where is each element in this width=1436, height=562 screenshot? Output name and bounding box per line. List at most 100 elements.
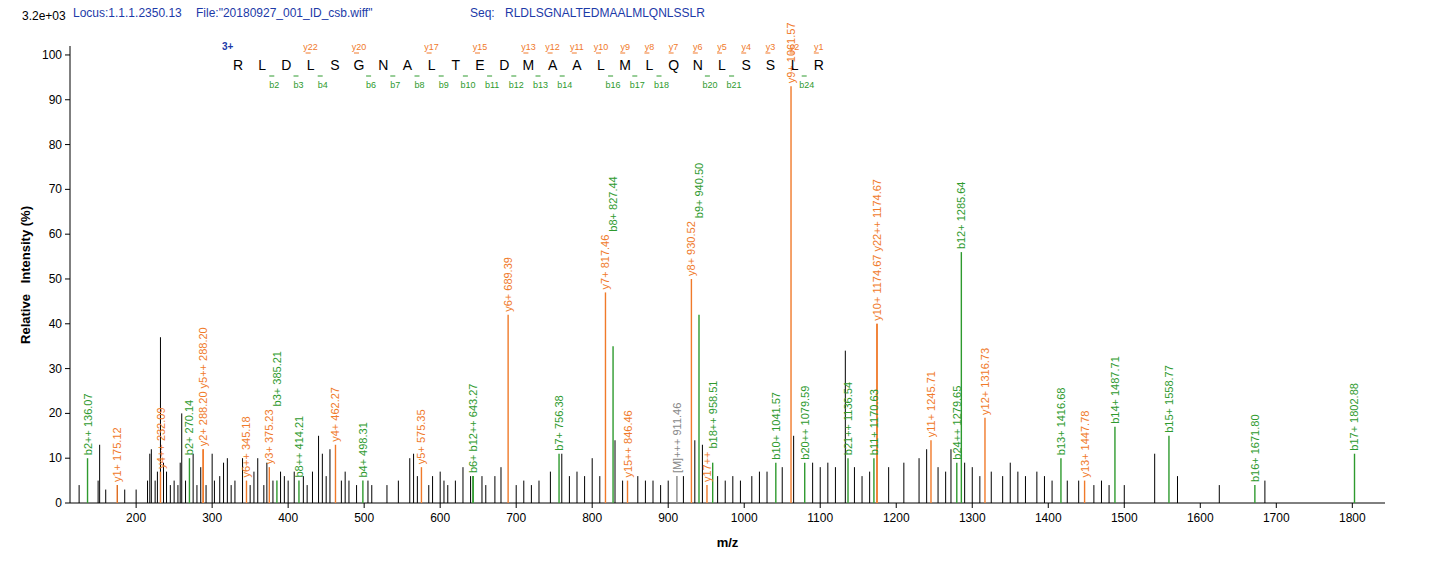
peak [180, 463, 181, 503]
peak [1124, 485, 1125, 503]
peak [494, 476, 495, 503]
peak-label: y9+ 1061.57 [785, 22, 797, 83]
b-ion-label: b17 [630, 80, 645, 90]
annotated-peak [276, 481, 277, 503]
x-tick [592, 503, 593, 508]
y-ion-label: y8 [645, 42, 655, 52]
x-tick [440, 503, 441, 508]
x-tick-label: 1500 [1111, 511, 1138, 525]
peak [149, 454, 150, 503]
peak-label: b15+ 1558.77 [1163, 365, 1175, 433]
peak [212, 454, 213, 503]
x-tick [1276, 503, 1277, 508]
peak-label: b17+ 1802.88 [1349, 383, 1361, 451]
peak [253, 472, 254, 503]
peak [622, 481, 623, 503]
peak [991, 472, 992, 503]
peak [869, 472, 870, 503]
peak [250, 485, 251, 503]
header-seq-label: Seq: [470, 6, 495, 20]
peak [500, 467, 501, 503]
annotated-peak [87, 458, 88, 503]
peak [326, 476, 327, 503]
annotated-peak [698, 315, 699, 503]
peak [1078, 481, 1079, 503]
y-ion-tick [596, 53, 601, 54]
peak [206, 485, 207, 503]
annotated-peak [956, 463, 957, 503]
y-ion-label: y22 [303, 42, 318, 52]
peak-label: b2++ 136.07 [82, 393, 94, 455]
peak [227, 458, 228, 503]
peak [1025, 476, 1026, 503]
annotated-peak [676, 476, 677, 503]
peak-label: b20++ 1079.59 [799, 386, 811, 460]
peak [979, 476, 980, 503]
peak [1036, 472, 1037, 503]
peak [124, 490, 125, 503]
x-tick [1124, 503, 1125, 508]
peak [1052, 481, 1053, 503]
peak [409, 458, 410, 503]
peak-label: y22++ 1174.67 [871, 179, 883, 252]
residue: L [258, 57, 266, 73]
residue: L [597, 57, 605, 73]
peak-label: b8+ 827.44 [607, 176, 619, 231]
x-tick-label: 1700 [1263, 511, 1290, 525]
peak [284, 476, 285, 503]
annotated-peak [335, 445, 336, 503]
peak-label: y6+ 689.39 [502, 257, 514, 312]
peak [386, 485, 387, 503]
peak [1154, 454, 1155, 503]
peak [280, 472, 281, 503]
y-tick-label: 30 [49, 362, 63, 376]
peak [767, 472, 768, 503]
peak-label: b10+ 1041.57 [770, 392, 782, 460]
y-ion-label: y20 [352, 42, 367, 52]
annotated-peak [790, 86, 791, 503]
peak [561, 454, 562, 503]
x-tick-label: 500 [354, 511, 374, 525]
peak [455, 481, 456, 503]
y-tick-label: 40 [49, 317, 63, 331]
peak [272, 481, 273, 503]
annotated-peak [1354, 454, 1355, 503]
peak [155, 481, 156, 503]
peak [812, 463, 813, 503]
peak [440, 472, 441, 503]
peak [371, 485, 372, 503]
y-ion-tick [790, 53, 795, 54]
peak [356, 485, 357, 503]
b-ion-label: b12 [509, 80, 524, 90]
annotated-peak [472, 476, 473, 503]
peak-labels: b2++ 136.07y1+ 175.12y4++ 232.09b2+ 270.… [82, 22, 1361, 482]
peak [200, 467, 201, 503]
y-tick-label: 10 [49, 451, 63, 465]
peak [234, 481, 235, 503]
residue: D [281, 57, 291, 73]
y-ion-tick [620, 53, 625, 54]
peak [854, 467, 855, 503]
x-tick [1048, 503, 1049, 508]
peak [263, 485, 264, 503]
annotated-peak [984, 418, 985, 503]
y-ion-label: y15 [473, 42, 488, 52]
y-tick [65, 323, 70, 324]
y-tick-label: 90 [49, 93, 63, 107]
peak-label: [M]+++ 911.46 [671, 403, 683, 473]
b-ion-label: b18 [654, 80, 669, 90]
y-tick-label: 20 [49, 406, 63, 420]
b-ion-tick [729, 76, 734, 77]
annotated-peak [775, 463, 776, 503]
residue: N [378, 57, 388, 73]
y-ion-label: y9 [620, 42, 630, 52]
b-ion-tick [366, 76, 371, 77]
peak [329, 449, 330, 503]
peak [531, 485, 532, 503]
b-ion-label: b11 [485, 80, 499, 90]
sequence-annotation: 3+RLDLSGNALTEDMAALMLQNLSSLRy22y20y17y15y… [222, 41, 824, 90]
residue: L [646, 57, 654, 73]
peak [550, 472, 551, 503]
peak [79, 485, 80, 503]
peak [485, 485, 486, 503]
